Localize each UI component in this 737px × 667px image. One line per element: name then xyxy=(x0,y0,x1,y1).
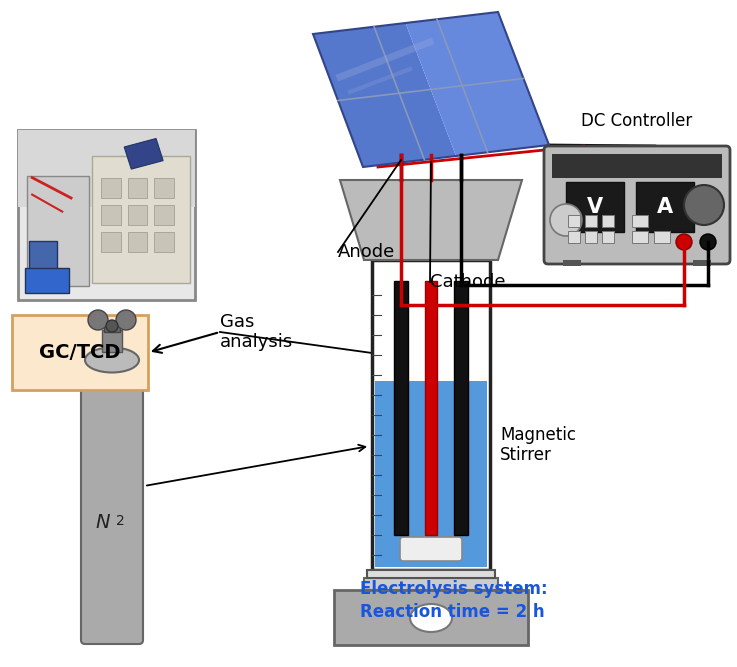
Bar xyxy=(154,205,174,225)
FancyBboxPatch shape xyxy=(544,146,730,264)
Bar xyxy=(128,177,147,198)
Bar xyxy=(101,232,121,252)
Text: Cathode: Cathode xyxy=(430,273,506,291)
Bar xyxy=(563,260,581,266)
Bar xyxy=(568,231,580,243)
Bar xyxy=(27,176,88,286)
Text: N: N xyxy=(95,513,110,532)
Bar xyxy=(454,281,468,535)
Bar xyxy=(102,330,122,352)
Bar xyxy=(18,130,195,300)
Circle shape xyxy=(700,234,716,250)
Bar xyxy=(104,324,120,332)
Circle shape xyxy=(116,310,136,330)
Bar xyxy=(101,177,121,198)
Bar xyxy=(12,315,148,390)
Bar xyxy=(25,267,69,293)
Bar xyxy=(585,231,597,243)
Polygon shape xyxy=(313,23,456,167)
Text: 2: 2 xyxy=(116,514,125,528)
Text: GC/TCD: GC/TCD xyxy=(39,343,121,362)
Text: V: V xyxy=(587,197,603,217)
Text: Anode: Anode xyxy=(338,243,395,261)
Text: DC Controller: DC Controller xyxy=(581,112,693,130)
Text: A: A xyxy=(657,197,673,217)
Text: Gas
analysis: Gas analysis xyxy=(220,313,293,352)
Bar xyxy=(101,205,121,225)
Bar xyxy=(636,182,694,232)
Text: Reaction time = 2 h: Reaction time = 2 h xyxy=(360,603,545,621)
Text: Electrolysis system:: Electrolysis system: xyxy=(360,580,548,598)
Bar xyxy=(372,260,490,570)
Polygon shape xyxy=(405,12,549,156)
Bar xyxy=(394,281,408,535)
Bar xyxy=(154,232,174,252)
Bar xyxy=(154,177,174,198)
Bar xyxy=(568,215,580,227)
Bar xyxy=(654,231,670,243)
Bar xyxy=(375,381,487,567)
Bar xyxy=(585,215,597,227)
Polygon shape xyxy=(125,139,163,169)
Bar xyxy=(632,231,648,243)
FancyBboxPatch shape xyxy=(400,537,462,561)
Bar xyxy=(92,155,189,283)
FancyBboxPatch shape xyxy=(81,356,143,644)
Text: Magnetic
Stirrer: Magnetic Stirrer xyxy=(500,426,576,464)
Bar xyxy=(367,570,495,578)
Bar xyxy=(128,205,147,225)
Circle shape xyxy=(684,185,724,225)
Bar xyxy=(602,215,614,227)
Bar xyxy=(602,231,614,243)
Bar xyxy=(566,182,624,232)
Ellipse shape xyxy=(410,604,452,632)
Bar xyxy=(334,590,528,645)
Bar xyxy=(29,241,57,283)
Ellipse shape xyxy=(85,348,139,372)
Bar xyxy=(128,232,147,252)
Circle shape xyxy=(676,234,692,250)
Circle shape xyxy=(106,320,118,332)
Bar xyxy=(632,215,648,227)
Bar xyxy=(18,130,195,207)
Bar xyxy=(425,281,437,535)
Circle shape xyxy=(550,204,582,236)
Polygon shape xyxy=(340,180,522,260)
Bar xyxy=(364,578,498,590)
Bar xyxy=(552,154,722,178)
Bar xyxy=(693,260,711,266)
Circle shape xyxy=(88,310,108,330)
